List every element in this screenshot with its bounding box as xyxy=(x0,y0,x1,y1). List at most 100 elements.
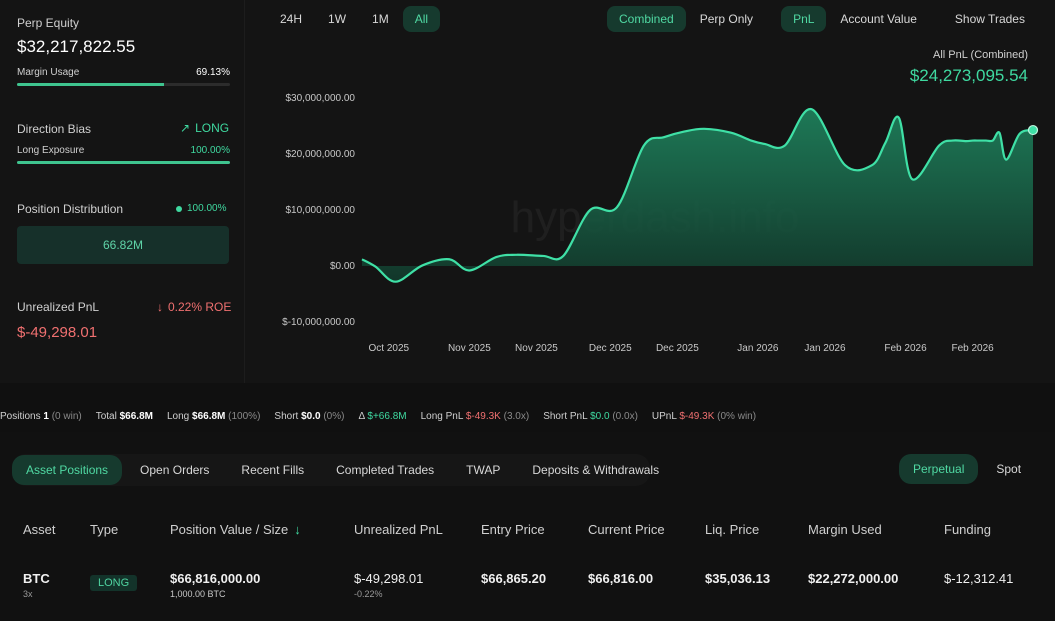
y-tick-label: $-10,000,000.00 xyxy=(282,317,355,328)
long-exposure-bar-fill xyxy=(17,161,230,164)
col-current-price[interactable]: Current Price xyxy=(588,522,665,537)
pnl-chart: hyperdash.info $30,000,000.00$20,000,000… xyxy=(282,93,1039,354)
x-tick-label: Feb 2026 xyxy=(951,343,994,354)
margin-usage-bar xyxy=(17,83,230,86)
row-entry-price: $66,865.20 xyxy=(481,571,547,586)
range-1w-button[interactable]: 1W xyxy=(328,12,347,26)
tab-perpetual[interactable]: Perpetual xyxy=(899,454,979,484)
tab-twap[interactable]: TWAP xyxy=(466,463,501,477)
long-pnl-stat: Long PnL $-49.3K (3.0x) xyxy=(420,410,530,422)
account-summary-panel: Perp Equity $32,217,822.55 Margin Usage … xyxy=(0,0,245,383)
pnl-end-point[interactable] xyxy=(1027,124,1039,136)
y-tick-label: $30,000,000.00 xyxy=(285,93,355,104)
y-axis-ticks: $30,000,000.00 $20,000,000.00 $10,000,000.… xyxy=(282,93,355,328)
tab-completed-trades[interactable]: Completed Trades xyxy=(336,463,435,477)
row-unrealized-pnl: $-49,298.01 xyxy=(354,571,424,586)
y-tick-label: $10,000,000.00 xyxy=(285,205,355,216)
dot-icon xyxy=(176,205,182,212)
margin-usage-value: 69.13% xyxy=(196,67,230,78)
tab-deposits-withdrawals[interactable]: Deposits & Withdrawals xyxy=(532,463,660,477)
col-asset[interactable]: Asset xyxy=(23,522,56,537)
long-exposure-label: Long Exposure xyxy=(17,145,85,156)
row-position-value: $66,816,000.00 xyxy=(170,571,261,586)
tab-recent-fills[interactable]: Recent Fills xyxy=(241,463,305,477)
perp-equity-label: Perp Equity xyxy=(17,16,80,30)
position-distribution-label: Position Distribution xyxy=(17,202,124,216)
x-tick-label: Jan 2026 xyxy=(737,343,779,354)
show-trades-button[interactable]: Show Trades xyxy=(954,12,1025,26)
combined-button[interactable]: Combined xyxy=(607,6,686,32)
tab-spot[interactable]: Spot xyxy=(996,462,1022,476)
unrealized-roe-value: 0.22% ROE xyxy=(168,300,232,314)
range-24h-button[interactable]: 24H xyxy=(280,12,303,26)
col-position-value[interactable]: Position Value / Size ↓ xyxy=(170,522,301,537)
direction-bias-label: Direction Bias xyxy=(17,122,92,136)
row-margin-used: $22,272,000.00 xyxy=(808,571,899,586)
perp-equity-value: $32,217,822.55 xyxy=(17,37,136,56)
market-type-tabs: Perpetual Spot xyxy=(899,454,1035,484)
row-liq-price: $35,036.13 xyxy=(705,571,771,586)
margin-usage-bar-fill xyxy=(17,83,165,86)
col-position-value-label: Position Value / Size xyxy=(170,522,289,537)
delta-stat: Δ $+66.8M xyxy=(358,410,407,422)
account-value-button[interactable]: Account Value xyxy=(840,12,917,26)
long-exposure-value: 100.00% xyxy=(190,145,230,156)
total-stat: Total $66.8M xyxy=(95,410,153,422)
tab-asset-positions[interactable]: Asset Positions xyxy=(12,455,123,485)
chart-caption: All PnL (Combined) xyxy=(933,49,1028,61)
pnl-line xyxy=(361,108,1034,283)
col-margin-used[interactable]: Margin Used xyxy=(808,522,882,537)
x-tick-label: Oct 2025 xyxy=(369,343,410,354)
unrealized-pnl-value: $-49,298.01 xyxy=(17,324,98,341)
position-distribution-value: 100.00% xyxy=(187,203,227,214)
row-funding: $-12,312.41 xyxy=(944,571,1014,586)
x-tick-label: Nov 2025 xyxy=(515,343,558,354)
x-tick-label: Dec 2025 xyxy=(656,343,699,354)
range-all-button[interactable]: All xyxy=(402,6,441,32)
col-liq-price[interactable]: Liq. Price xyxy=(705,522,760,537)
y-tick-label: $0.00 xyxy=(330,261,355,272)
positions-tabs: Asset Positions Open Orders Recent Fills… xyxy=(12,454,673,486)
positions-stats-strip: Positions 1 (0 win) Total $66.8M Long $6… xyxy=(0,402,1055,430)
row-position-size: 1,000.00 BTC xyxy=(170,589,226,599)
trend-up-icon: ↗ xyxy=(180,121,191,135)
sort-down-icon[interactable]: ↓ xyxy=(294,522,301,537)
row-unrealized-pct: -0.22% xyxy=(354,589,383,599)
direction-bias-value: LONG xyxy=(195,121,230,135)
unrealized-roe: ↓ 0.22% ROE xyxy=(157,300,231,314)
col-funding[interactable]: Funding xyxy=(944,522,991,537)
positions-stat: Positions 1 (0 win) xyxy=(0,410,82,422)
row-current-price: $66,816.00 xyxy=(588,571,654,586)
col-unrealized-pnl[interactable]: Unrealized PnL xyxy=(354,522,443,537)
short-stat: Short $0.0 (0%) xyxy=(274,410,345,422)
pnl-button[interactable]: PnL xyxy=(781,6,827,32)
position-distribution-amount: 66.82M xyxy=(102,238,144,252)
x-axis-ticks: Oct 2025 Nov 2025 Nov 2025 Dec 2025 Dec 2025… xyxy=(369,343,995,354)
x-tick-label: Jan 2026 xyxy=(804,343,846,354)
row-asset[interactable]: BTC xyxy=(23,571,50,586)
x-tick-label: Feb 2026 xyxy=(884,343,927,354)
x-tick-label: Dec 2025 xyxy=(589,343,632,354)
pnl-area xyxy=(362,108,1033,282)
perp-only-button[interactable]: Perp Only xyxy=(699,12,754,26)
unrealized-pnl-label: Unrealized PnL xyxy=(17,300,100,314)
long-stat: Long $66.8M (100%) xyxy=(166,410,261,422)
arrow-down-icon: ↓ xyxy=(157,300,163,314)
tab-open-orders[interactable]: Open Orders xyxy=(140,463,210,477)
y-tick-label: $20,000,000.00 xyxy=(285,149,355,160)
upnl-stat: UPnL $-49.3K (0% win) xyxy=(651,410,757,422)
position-distribution: 100.00% xyxy=(176,203,226,214)
short-pnl-stat: Short PnL $0.0 (0.0x) xyxy=(543,410,638,422)
time-range-selector: 24H 1W 1M All xyxy=(268,6,441,32)
x-tick-label: Nov 2025 xyxy=(448,343,491,354)
col-type[interactable]: Type xyxy=(90,522,119,537)
direction-bias: ↗ LONG xyxy=(180,121,229,135)
row-leverage: 3x xyxy=(23,589,33,599)
chart-mode-selector: Combined Perp Only PnL Account Value Sho… xyxy=(607,6,1037,32)
col-entry-price[interactable]: Entry Price xyxy=(481,522,545,537)
position-type-badge: LONG xyxy=(90,575,138,591)
margin-usage-label: Margin Usage xyxy=(17,67,80,78)
long-exposure-bar xyxy=(17,161,230,164)
range-1m-button[interactable]: 1M xyxy=(372,12,389,26)
position-distribution-bar[interactable]: 66.82M xyxy=(17,226,229,264)
